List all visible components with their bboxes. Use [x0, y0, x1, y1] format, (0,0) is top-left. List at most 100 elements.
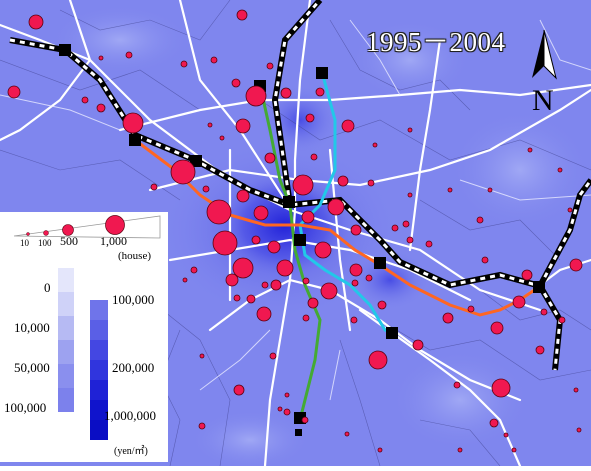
- housing-circle: [567, 207, 573, 213]
- housing-circle: [301, 210, 315, 224]
- housing-circle: [425, 240, 433, 248]
- housing-circle: [412, 339, 424, 351]
- housing-circle: [557, 167, 563, 173]
- housing-circle: [302, 277, 310, 285]
- housing-circle: [180, 60, 188, 68]
- housing-circle: [476, 216, 484, 224]
- high-scale-swatch: [90, 420, 108, 440]
- housing-circle: [253, 205, 269, 221]
- housing-circle: [368, 350, 388, 370]
- stations: [59, 44, 545, 436]
- housing-circle: [457, 447, 463, 453]
- housing-circle: [125, 51, 133, 59]
- price-unit: (yen/㎡): [114, 446, 148, 457]
- housing-circle: [407, 192, 413, 198]
- housing-circle: [283, 408, 291, 416]
- housing-circle: [487, 187, 493, 193]
- housing-circle: [314, 241, 332, 259]
- size-label-10: 10: [20, 238, 29, 248]
- size-circle-1000: [105, 215, 125, 235]
- housing-circle: [490, 321, 504, 335]
- high-scale-label-2: 1,000,000: [104, 408, 156, 423]
- high-scale-swatch: [90, 400, 108, 420]
- housing-circle: [232, 257, 254, 279]
- station-marker: [129, 134, 141, 146]
- housing-circle: [512, 295, 526, 309]
- size-circle-500: [62, 224, 74, 236]
- housing-circle: [270, 279, 282, 291]
- housing-circle: [344, 431, 350, 437]
- high-scale-swatch: [90, 380, 108, 400]
- station-marker: [294, 234, 306, 246]
- housing-circle: [327, 198, 345, 216]
- housing-circle: [292, 174, 314, 196]
- housing-circle: [365, 274, 373, 282]
- housing-circle: [7, 85, 21, 99]
- minor-roads: [0, 19, 591, 401]
- housing-circle: [236, 9, 248, 21]
- housing-circle: [190, 266, 198, 274]
- subway-lines: [133, 70, 542, 422]
- housing-circle: [170, 159, 196, 185]
- housing-circle: [402, 220, 410, 228]
- housing-circle: [81, 96, 89, 104]
- housing-circle: [407, 127, 413, 133]
- housing-circle: [251, 235, 261, 245]
- housing-circle: [481, 256, 489, 264]
- legend-panel: 10 100 500 1,000 (house) 0 10,000 50,000…: [0, 212, 168, 462]
- housing-circle: [367, 179, 375, 187]
- housing-circle: [349, 263, 363, 277]
- housing-circle: [150, 183, 158, 191]
- housing-circle: [231, 78, 241, 88]
- housing-circle: [198, 422, 206, 430]
- housing-circle: [280, 87, 292, 99]
- housing-circle: [233, 384, 245, 396]
- housing-circle: [377, 447, 383, 453]
- housing-circle: [320, 282, 338, 300]
- housing-circle: [341, 119, 355, 133]
- size-wedge: [13, 215, 161, 239]
- housing-circle: [453, 381, 461, 389]
- housing-circle: [540, 308, 548, 316]
- station-marker: [283, 196, 295, 208]
- housing-circle: [267, 240, 281, 254]
- land-price-scale-low: [58, 268, 74, 412]
- housing-circle: [337, 175, 349, 187]
- housing-circle: [277, 406, 283, 412]
- housing-circle: [245, 85, 267, 107]
- housing-circle: [302, 314, 310, 322]
- housing-circle: [235, 118, 251, 134]
- housing-circle: [442, 312, 454, 324]
- housing-circle: [264, 152, 276, 164]
- north-arrow-icon: [532, 29, 557, 80]
- housing-circle: [377, 300, 387, 310]
- housing-circle: [122, 112, 144, 134]
- housing-circle: [573, 387, 579, 393]
- size-label-100: 100: [38, 238, 52, 248]
- high-scale-swatch: [90, 360, 108, 380]
- low-scale-label-3: 100,000: [4, 400, 47, 415]
- size-circle-10: [26, 232, 30, 236]
- high-scale-swatch: [90, 320, 108, 340]
- housing-circle: [225, 273, 239, 287]
- housing-circle: [447, 187, 453, 193]
- housing-circle: [535, 345, 545, 355]
- station-marker: [533, 281, 545, 293]
- housing-circle: [266, 62, 274, 70]
- housing-circle: [569, 258, 583, 272]
- housing-circle: [219, 135, 225, 141]
- housing-circle: [199, 353, 205, 359]
- housing-circle: [558, 316, 566, 324]
- low-scale-swatch: [58, 292, 74, 316]
- low-scale-label-0: 0: [44, 280, 51, 295]
- housing-circle: [28, 14, 44, 30]
- housing-circle: [206, 199, 232, 225]
- housing-circle: [527, 147, 533, 153]
- housing-circle: [276, 259, 294, 277]
- legend-graphic: [13, 215, 161, 440]
- high-scale-label-1: 200,000: [112, 360, 155, 375]
- housing-circle: [261, 281, 269, 289]
- size-circle-100: [43, 230, 49, 236]
